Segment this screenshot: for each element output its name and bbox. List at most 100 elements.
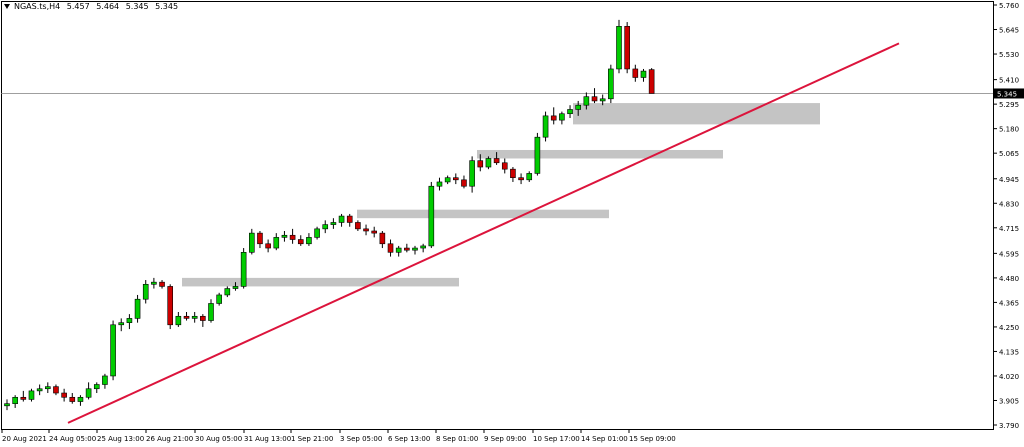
candle-body	[257, 232, 263, 245]
candle-body	[444, 177, 451, 183]
candle-body	[469, 160, 475, 187]
symbol-info: NGAS.ts,H4 5.457 5.464 5.345 5.345	[4, 2, 182, 11]
candle-body	[338, 215, 345, 223]
candle-body	[28, 390, 35, 400]
candle-body	[314, 228, 320, 238]
candle-body	[550, 115, 557, 121]
dropdown-triangle-icon[interactable]	[4, 4, 10, 9]
low-price: 5.345	[125, 2, 149, 11]
support-zone	[357, 209, 609, 219]
candle-body	[322, 224, 329, 230]
y-tick-label: 5.410	[999, 77, 1019, 85]
candle-body	[477, 160, 484, 168]
candle-body	[224, 288, 231, 296]
y-tick-label: 5.760	[999, 2, 1019, 10]
candle-body	[110, 324, 116, 377]
x-tick-label: 25 Aug 13:00	[97, 435, 144, 443]
y-tick-label: 4.595	[999, 250, 1019, 258]
candle-body	[648, 69, 655, 94]
y-tick-label: 4.365	[999, 299, 1019, 307]
candle-body	[36, 388, 43, 392]
open-price: 5.457	[66, 2, 90, 11]
candle-body	[559, 113, 565, 121]
candle-body	[599, 98, 606, 102]
candle-body	[183, 315, 190, 319]
x-tick-label: 6 Sep 13:00	[388, 435, 430, 443]
support-zone	[477, 149, 723, 159]
candle-body	[208, 303, 214, 321]
candle-body	[510, 168, 516, 178]
candle-body	[159, 281, 165, 287]
candle-body	[518, 177, 524, 181]
x-tick-label: 9 Sep 09:00	[484, 435, 526, 443]
candle-body	[542, 115, 549, 138]
y-tick-label: 3.790	[999, 422, 1019, 430]
y-tick-label: 4.715	[999, 225, 1019, 233]
candle-body	[151, 281, 157, 285]
close-price: 5.345	[155, 2, 179, 11]
candle-body	[61, 392, 67, 398]
candle-body	[167, 286, 173, 326]
candle-body	[412, 247, 418, 251]
candle-body	[355, 222, 361, 230]
candle-body	[461, 179, 467, 187]
candle-body	[330, 222, 337, 225]
x-tick-label: 1 Sep 21:00	[291, 435, 333, 443]
x-tick-label: 31 Aug 13:00	[244, 435, 291, 443]
candle-body	[404, 247, 410, 251]
candle-body	[175, 315, 182, 326]
x-tick-label: 24 Aug 05:00	[49, 435, 96, 443]
candle-body	[395, 247, 402, 253]
support-zone	[182, 277, 459, 287]
high-price: 5.464	[96, 2, 120, 11]
y-tick-label: 3.905	[999, 397, 1019, 405]
x-tick-label: 26 Aug 21:00	[146, 435, 193, 443]
candle-body	[387, 243, 394, 253]
candle-body	[4, 403, 10, 407]
current-price-label: 5.345	[997, 90, 1017, 98]
candle-body	[436, 181, 443, 187]
candle-body	[632, 68, 639, 78]
candle-body	[216, 294, 222, 304]
candle-body	[493, 158, 500, 164]
candle-body	[526, 173, 533, 181]
candle-body	[265, 243, 271, 249]
y-tick-label: 5.645	[999, 27, 1019, 35]
candle-body	[126, 318, 133, 323]
candle-body	[118, 322, 125, 326]
y-tick-label: 5.180	[999, 126, 1019, 134]
candle-body	[69, 396, 76, 402]
candle-body	[534, 136, 541, 174]
candle-body	[44, 386, 51, 390]
candle-body	[191, 315, 198, 319]
y-tick-label: 5.295	[999, 101, 1019, 109]
candle-body	[567, 109, 573, 115]
x-tick-label: 14 Sep 01:00	[581, 435, 628, 443]
x-tick-label: 10 Sep 17:00	[533, 435, 580, 443]
candle-body	[379, 232, 386, 245]
candle-body	[346, 215, 353, 223]
candle-body	[591, 96, 598, 102]
y-tick-label: 4.250	[999, 324, 1019, 332]
candle-body	[240, 252, 247, 287]
candle-body	[20, 396, 27, 400]
candle-body	[608, 68, 614, 100]
candle-body	[485, 158, 492, 168]
candle-body	[297, 239, 304, 245]
x-tick-label: 8 Sep 01:00	[436, 435, 478, 443]
chart-frame	[1, 1, 994, 430]
x-tick-label: 20 Aug 2021	[2, 435, 47, 443]
candle-body	[281, 234, 288, 238]
candle-body	[102, 375, 108, 385]
x-tick-label: 30 Aug 05:00	[195, 435, 242, 443]
candle-body	[200, 315, 206, 321]
candle-body	[85, 388, 92, 398]
candle-body	[583, 96, 590, 106]
current-price-badge	[994, 88, 1024, 99]
candle-body	[306, 237, 312, 245]
candle-body	[53, 386, 59, 394]
candle-body	[289, 234, 296, 240]
candle-body	[249, 232, 255, 253]
